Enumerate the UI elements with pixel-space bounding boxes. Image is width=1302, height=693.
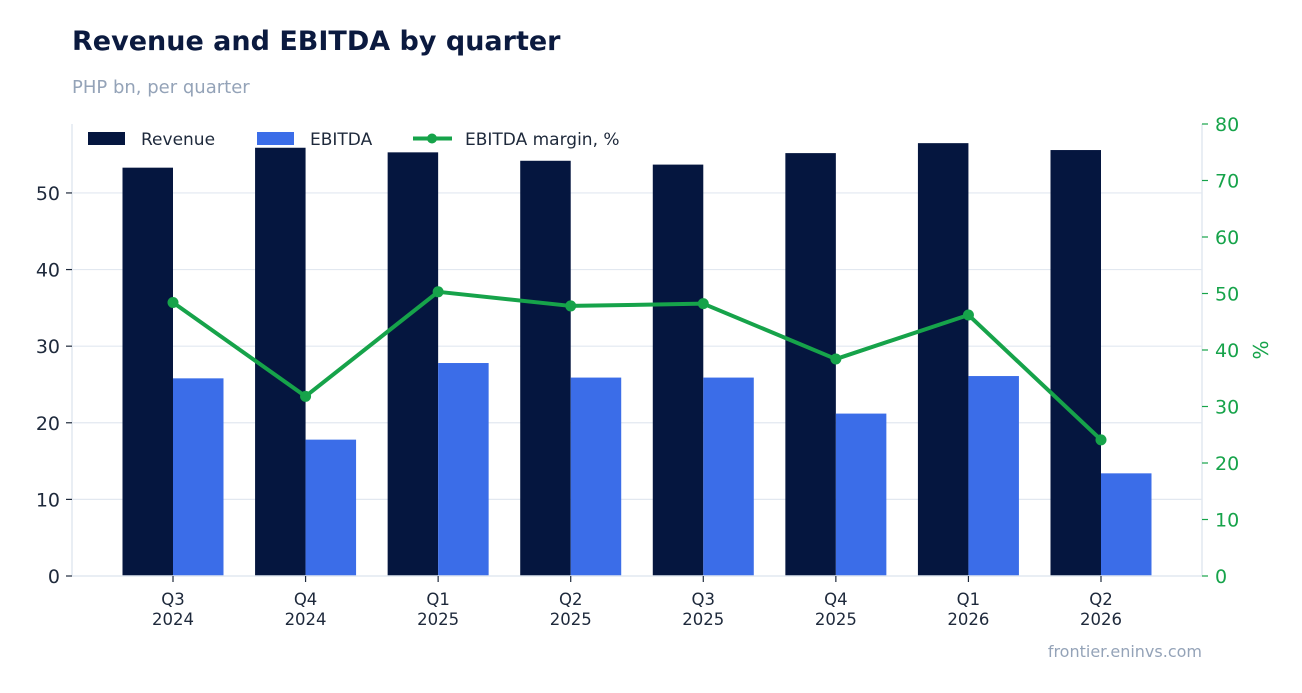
legend: Revenue EBITDA EBITDA margin, %: [88, 130, 620, 150]
revenue-bar: [652, 164, 704, 576]
grid-lines: [72, 192, 1202, 500]
margin-point: [962, 309, 974, 321]
legend-swatch-ebitda: [257, 132, 294, 145]
left-tick-label: 0: [48, 566, 60, 588]
ebitda-bar: [1101, 473, 1152, 576]
chart-title: Revenue and EBITDA by quarter: [72, 26, 561, 57]
revenue-bar: [255, 147, 306, 576]
right-tick-label: 10: [1215, 510, 1239, 532]
revenue-bar: [1050, 150, 1101, 576]
left-tick-label: 40: [36, 260, 60, 282]
right-tick-label: 60: [1215, 227, 1239, 249]
margin-point: [167, 297, 179, 309]
right-tick-label: 30: [1215, 397, 1239, 419]
x-tick-label-year: 2026: [947, 610, 989, 629]
right-tick-label: 20: [1215, 453, 1239, 475]
x-tick-label-year: 2024: [285, 610, 327, 629]
legend-swatch-revenue: [88, 132, 125, 145]
x-tick-label-year: 2025: [417, 610, 459, 629]
left-tick-label: 20: [36, 413, 60, 435]
x-tick-label: Q2: [559, 590, 583, 609]
ebitda-bar: [570, 377, 622, 576]
left-tick-label: 50: [36, 183, 60, 205]
margin-line-layer: [167, 286, 1107, 446]
margin-point: [432, 286, 444, 298]
x-tick-label: Q4: [824, 590, 848, 609]
right-tick-label: 70: [1215, 171, 1239, 193]
right-tick-label: 0: [1215, 566, 1227, 588]
revenue-bar: [122, 167, 173, 577]
margin-line: [171, 289, 1103, 442]
margin-point: [1095, 434, 1107, 446]
right-axis-label: %: [1249, 340, 1273, 359]
x-tick-label: Q3: [161, 590, 185, 609]
x-tick-label: Q4: [294, 590, 318, 609]
margin-point: [830, 353, 842, 365]
right-tick-label: 80: [1215, 114, 1239, 136]
x-tick-label-year: 2025: [550, 610, 592, 629]
ebitda-bar: [305, 439, 357, 576]
axes: 0102030405001020304050607080%Q32024Q4202…: [36, 114, 1273, 629]
margin-point: [565, 300, 577, 312]
chart-subtitle: PHP bn, per quarter: [72, 77, 250, 98]
revenue-bar: [917, 143, 969, 577]
left-tick-label: 10: [36, 489, 60, 511]
revenue-bar: [785, 153, 836, 576]
right-tick-label: 40: [1215, 340, 1239, 362]
revenue-bar: [520, 160, 571, 576]
x-tick-label-year: 2025: [682, 610, 724, 629]
margin-point: [697, 298, 709, 310]
bars: [122, 143, 1152, 577]
x-tick-label: Q1: [957, 590, 981, 609]
right-tick-label: 50: [1215, 284, 1239, 306]
legend-label-ebitda: EBITDA: [310, 130, 373, 150]
margin-point: [300, 390, 312, 402]
x-tick-label-year: 2025: [815, 610, 857, 629]
ebitda-bar: [835, 413, 887, 576]
ebitda-bar: [968, 376, 1019, 576]
x-tick-label: Q1: [426, 590, 450, 609]
ebitda-bar: [438, 363, 489, 576]
legend-label-margin: EBITDA margin, %: [465, 130, 620, 150]
legend-label-revenue: Revenue: [141, 130, 215, 150]
ebitda-bar: [173, 378, 224, 576]
x-tick-label-year: 2024: [152, 610, 194, 629]
x-tick-label: Q3: [692, 590, 716, 609]
x-tick-label-year: 2026: [1080, 610, 1122, 629]
ebitda-bar: [703, 377, 754, 576]
revenue-bar: [387, 152, 439, 576]
source-credit: frontier.eninvs.com: [1047, 642, 1202, 661]
x-tick-label: Q2: [1089, 590, 1113, 609]
left-tick-label: 30: [36, 336, 60, 358]
legend-marker-margin: [427, 133, 437, 144]
